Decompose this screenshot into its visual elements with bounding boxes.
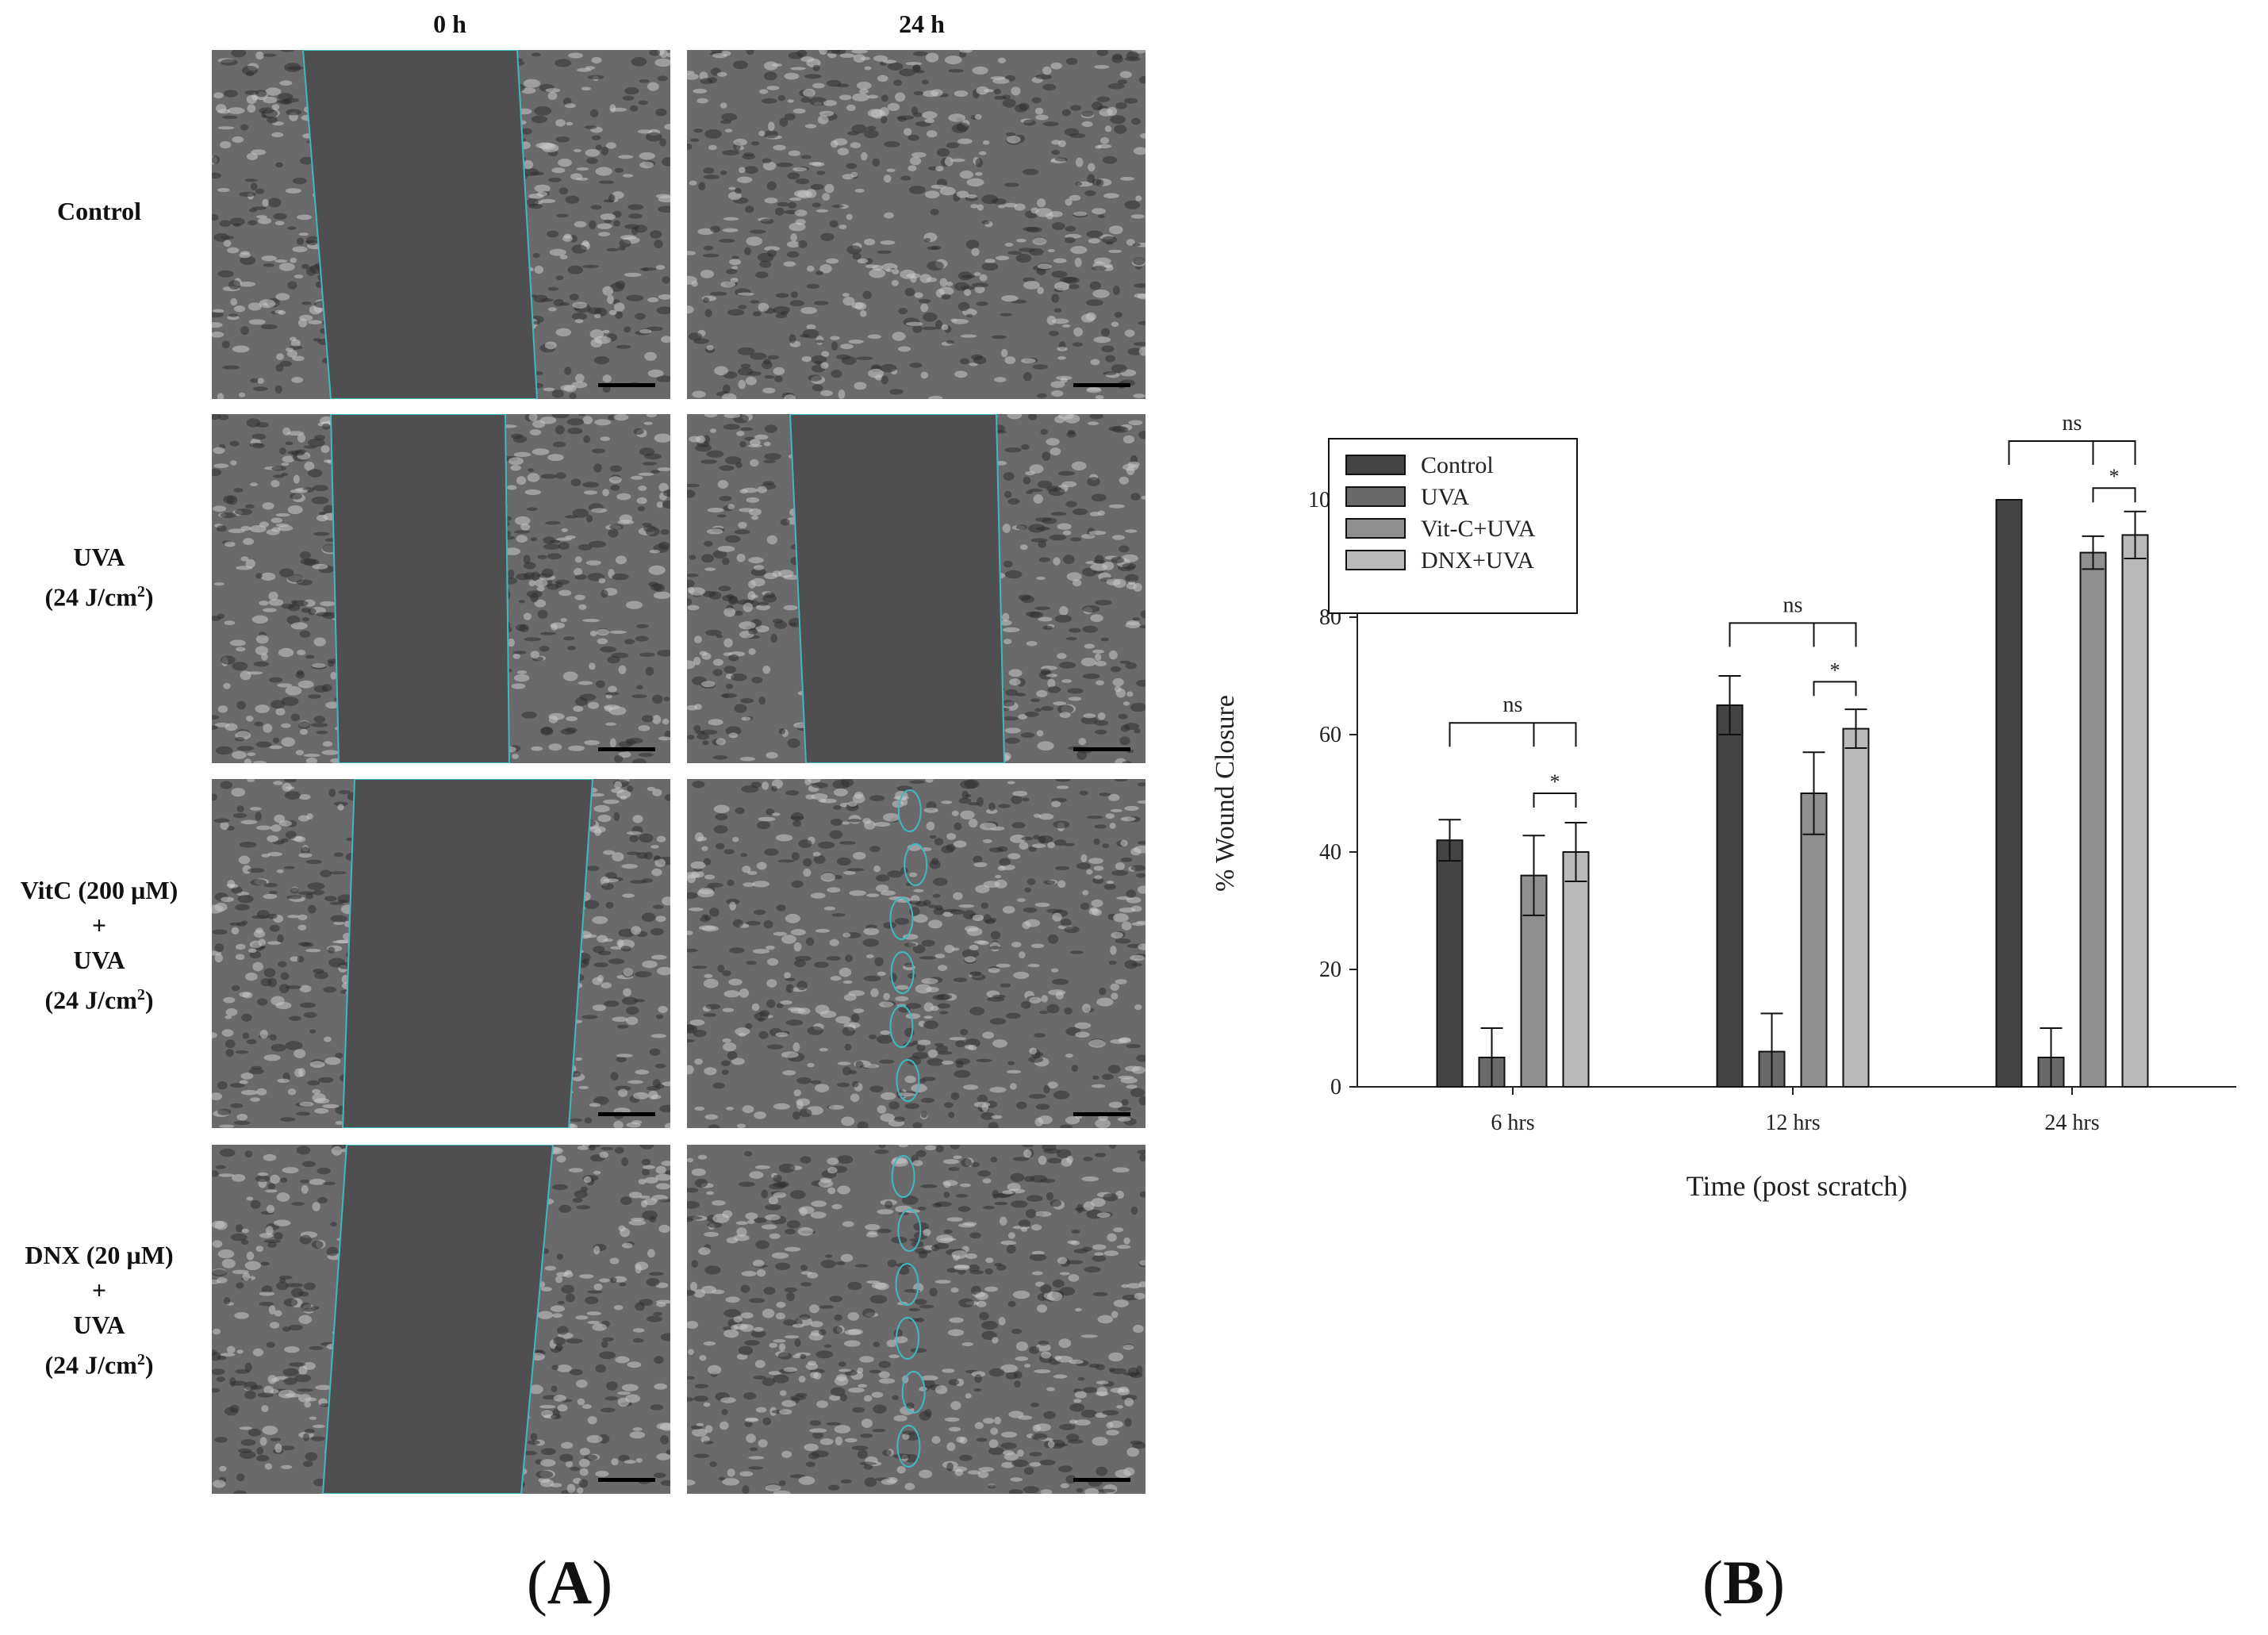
row-label-text: ) [144,985,154,1015]
micrograph-image [212,50,670,399]
y-tick-label: 20 [1319,958,1341,982]
row-label-vitc: VitC (200 µM) + UVA (24 J/cm2) [0,873,198,1018]
col-header-0h: 0 h [433,10,466,38]
significance-label: ns [1783,593,1803,617]
bar [2079,551,2107,1088]
scale-bar [598,1478,655,1482]
row-label-text: (24 J/cm [44,985,137,1015]
significance-label: * [2109,465,2120,488]
panel-label-paren: ( [526,1548,547,1617]
significance-bracket [1813,681,1857,697]
scale-bar [598,1112,655,1116]
micrograph-image [687,779,1146,1128]
row-label-line: Control [56,197,142,225]
significance-label: * [1830,658,1840,681]
row-label-text: ) [144,582,154,612]
scale-bar [1073,1112,1130,1116]
scale-bar [1073,747,1130,751]
row-label-control: Control [0,194,198,228]
x-tick-label: 6 hrs [1491,1111,1534,1135]
legend-swatch [1345,518,1406,539]
significance-label: * [1550,770,1560,793]
row-label-line: (24 J/cm2) [0,977,198,1018]
legend-label: Control [1421,452,1494,478]
legend-label: Vit-C+UVA [1421,516,1536,542]
bar [2121,534,2149,1088]
panel-label-paren: ) [1764,1548,1785,1617]
scale-bar [1073,1478,1130,1482]
panel-label-paren: ) [592,1548,613,1617]
significance-label: ns [1503,693,1523,717]
row-label-line: + [91,911,107,939]
x-tick-label: 24 hrs [2044,1111,2099,1135]
micrograph-image [212,1145,670,1494]
row-label-line: UVA [73,946,125,974]
scale-bar [1073,383,1130,387]
significance-bracket [2008,440,2136,465]
legend-swatch [1345,486,1406,507]
panel-label-letter: B [1722,1548,1765,1617]
panel-label-b: (B) [1625,1547,1863,1618]
row-label-line: + [91,1276,107,1304]
row-label-sup: 2 [136,583,145,601]
row-label-line: DNX (20 µM) [25,1241,174,1269]
row-label-line: UVA [73,543,125,571]
significance-label: ns [2063,411,2082,436]
row-label-sup: 2 [136,986,145,1004]
legend-label: DNX+UVA [1421,547,1534,574]
scale-bar [598,383,655,387]
scale-bar [598,747,655,751]
panel-label-a: (A) [451,1547,689,1618]
bar [1995,499,2023,1088]
row-label-uva: UVA (24 J/cm2) [0,539,198,615]
row-label-sup: 2 [136,1351,145,1368]
row-label-dnx: DNX (20 µM) + UVA (24 J/cm2) [0,1238,198,1383]
y-tick-label: 0 [1330,1075,1341,1100]
significance-bracket [2092,487,2136,503]
x-axis-label: Time (post scratch) [1687,1170,1908,1202]
row-label-line: (24 J/cm2) [0,1342,198,1383]
micrograph-image [212,414,670,763]
legend-label: UVA [1421,484,1469,510]
panel-label-paren: ( [1702,1548,1723,1617]
col-header-24h: 24 h [899,10,945,38]
panel-label-letter: A [547,1548,593,1617]
legend-swatch [1345,550,1406,570]
row-label-line: (24 J/cm2) [0,574,198,615]
bar [1562,851,1590,1088]
micrograph-image [687,50,1146,399]
bar [1800,793,1828,1088]
bar [1436,839,1464,1088]
significance-bracket [1533,793,1577,808]
significance-bracket [1729,622,1857,647]
y-axis-label: % Wound Closure [1211,695,1240,892]
micrograph-image [687,414,1146,763]
row-label-line: UVA [73,1311,125,1339]
y-tick-label: 40 [1319,840,1341,865]
row-label-text: (24 J/cm [44,582,137,612]
x-tick-label: 12 hrs [1765,1111,1820,1135]
row-label-text: (24 J/cm [44,1350,137,1380]
bar [1842,727,1870,1088]
row-label-line: VitC (200 µM) [20,876,178,904]
significance-bracket [1449,722,1577,747]
bar [1716,704,1744,1088]
row-label-text: ) [144,1350,154,1380]
micrograph-image [687,1145,1146,1494]
micrograph-image [212,779,670,1128]
y-tick-label: 60 [1319,723,1341,747]
legend-swatch [1345,455,1406,475]
